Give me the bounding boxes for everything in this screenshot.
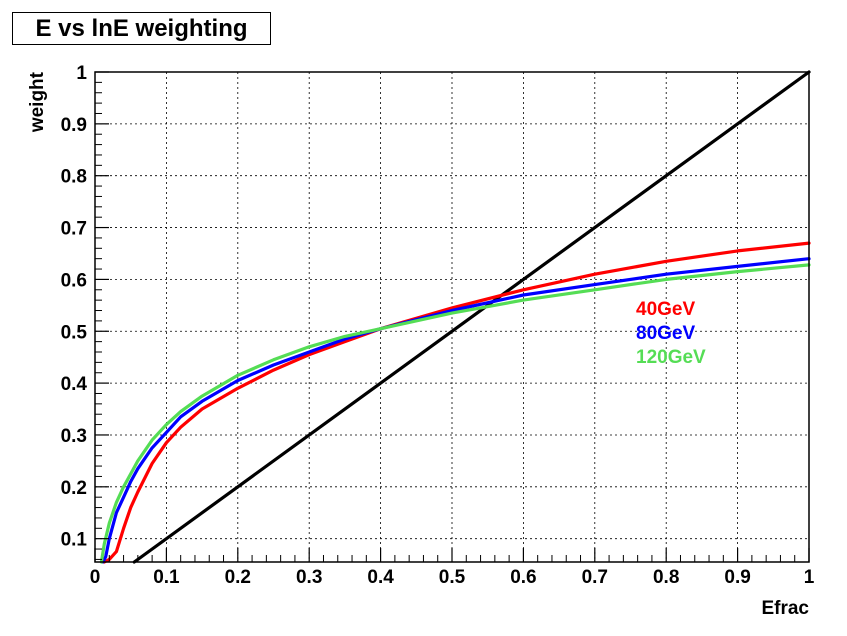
grid-lines [95,72,809,562]
y-tick-label: 0.5 [61,322,88,343]
y-tick-label: 0.7 [61,219,87,240]
x-tick-label: 0 [90,567,101,588]
x-tick-label: 0.8 [653,567,679,588]
series-lines [99,70,811,564]
x-tick-label: 0.2 [225,567,251,588]
legend: 40GeV 80GeV 120GeV [636,299,706,368]
x-tick-label: 0.7 [582,567,608,588]
legend-entry-40gev: 40GeV [636,299,695,320]
x-tick-label: 0.5 [439,567,466,588]
y-axis-label: weight [27,71,48,133]
x-tick-label: 0.6 [510,567,536,588]
x-tick-label: 1 [804,567,815,588]
y-tick-label: 0.6 [61,270,87,291]
legend-entry-120gev: 120GeV [636,347,706,368]
x-tick-label: 0.3 [296,567,322,588]
series-line-40gev [102,241,811,564]
y-tick-label: 0.3 [61,426,87,447]
axis-ticks [94,71,810,562]
x-tick-label: 0.4 [367,567,394,588]
y-tick-label: 1 [76,63,87,84]
y-tick-label: 0.8 [61,167,87,188]
x-tick-label: 0.1 [153,567,180,588]
series-line-120gev [99,263,811,564]
series-line-80gev [101,257,811,564]
series-line-linear [132,70,811,564]
y-tick-label: 0.4 [61,374,88,395]
legend-entry-80gev: 80GeV [636,323,695,344]
y-tick-label: 0.2 [61,478,87,499]
chart-title: E vs lnE weighting [12,12,271,45]
tick-labels: 0 0.1 0.2 0.3 0.4 0.5 0.6 0.7 0.8 0.9 10.10.20.30.… [61,63,815,588]
y-tick-label: 0.9 [61,115,87,136]
x-tick-label: 0.9 [724,567,750,588]
y-tick-label: 0.1 [61,530,88,551]
x-axis-label: Efrac [761,598,809,619]
